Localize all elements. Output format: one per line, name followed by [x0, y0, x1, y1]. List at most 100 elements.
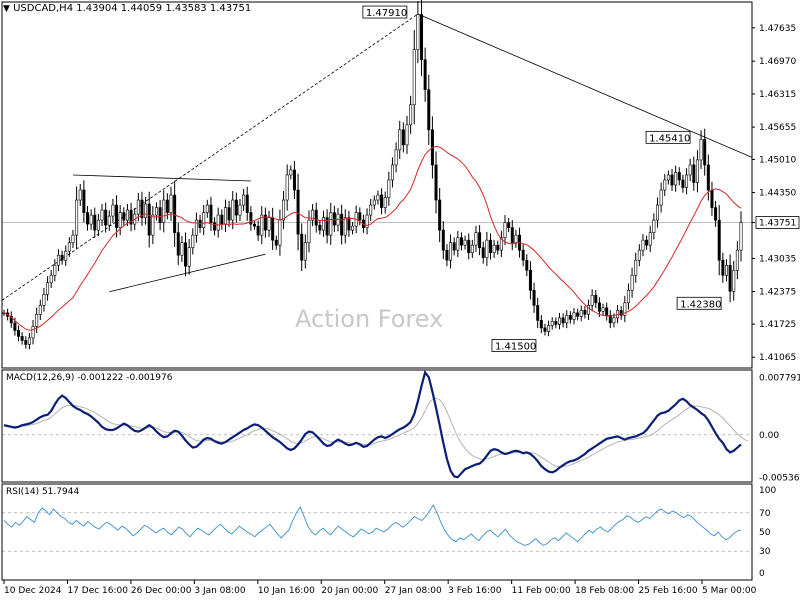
- candle-body: [321, 217, 325, 231]
- candle-body: [688, 164, 692, 176]
- candle-body: [176, 232, 180, 256]
- candle-body: [111, 204, 115, 217]
- candle-body: [227, 207, 231, 221]
- candle-body: [71, 234, 75, 243]
- candle-body: [60, 254, 64, 261]
- candle-body: [260, 214, 264, 236]
- candle-body: [158, 207, 162, 223]
- candle-body: [703, 139, 707, 166]
- candle-body: [282, 199, 286, 221]
- candle-body: [677, 172, 681, 181]
- label-feb-low: 1.41500: [495, 341, 536, 352]
- label-top: 1.47910: [366, 8, 407, 19]
- candle-body: [572, 312, 576, 320]
- rsi-panel-frame: [1, 483, 753, 581]
- triangle-lower-line: [109, 253, 266, 293]
- candle-body: [525, 259, 529, 271]
- candle-body: [583, 310, 587, 315]
- candle-body: [376, 194, 380, 201]
- candle-body: [594, 295, 598, 304]
- candle-body: [561, 317, 565, 324]
- candle-body: [630, 274, 634, 291]
- candle-body: [714, 207, 718, 221]
- candle-body: [64, 250, 68, 261]
- macd-value-box: [756, 428, 778, 441]
- candle-body: [692, 164, 696, 183]
- macd-title: MACD(12,26,9) -0.001222 -0.001976: [6, 373, 173, 383]
- candle-body: [216, 214, 220, 231]
- candle-body: [380, 194, 384, 208]
- candle-body: [681, 179, 685, 188]
- time-axis-label: 18 Feb 08:00: [575, 586, 634, 596]
- candle-body: [307, 219, 311, 243]
- candle-body: [205, 204, 209, 213]
- candle-body: [329, 212, 333, 236]
- candle-body: [38, 305, 42, 315]
- candle-body: [685, 174, 689, 188]
- candle-body: [409, 104, 413, 126]
- label-feb-low-box: [491, 339, 537, 352]
- candle-body: [452, 242, 456, 251]
- ohlc-values: 1.43904 1.44059 1.43583 1.43751: [76, 3, 252, 14]
- candle-body: [674, 172, 678, 186]
- candle-body: [173, 194, 177, 233]
- moving-average-line: [3, 145, 742, 331]
- candle-body: [601, 307, 605, 312]
- candle-body: [46, 282, 50, 295]
- candle-body: [706, 164, 710, 191]
- candle-body: [557, 317, 561, 325]
- candle-body: [17, 330, 21, 337]
- price-axis-label: 1.45655: [759, 123, 796, 133]
- candle-body: [724, 264, 728, 276]
- candle-body: [485, 239, 489, 258]
- candle-body: [86, 212, 90, 225]
- time-axis-label: 25 Feb 16:00: [639, 586, 698, 596]
- time-axis-label: 5 Mar 00:00: [702, 586, 757, 596]
- macd-axis-label: 0.00: [759, 431, 779, 441]
- candle-body: [695, 159, 699, 183]
- candle-body: [412, 49, 416, 106]
- candle-body: [122, 212, 126, 221]
- candle-body: [521, 249, 525, 261]
- candle-body: [194, 219, 198, 236]
- candle-body: [154, 207, 158, 216]
- candle-body: [263, 214, 267, 231]
- rsi-title: RSI(14) 51.7944: [6, 487, 80, 497]
- candle-body: [67, 242, 71, 252]
- candle-body: [125, 209, 129, 221]
- candle-body: [53, 264, 57, 276]
- label-feb-high: 1.45410: [649, 133, 690, 144]
- candle-body: [398, 129, 402, 151]
- candle-body: [405, 124, 409, 146]
- candle-body: [619, 310, 623, 316]
- candle-body: [496, 244, 500, 251]
- candle-body: [314, 209, 318, 226]
- label-feb-high-box: [645, 130, 691, 144]
- rsi-axis-label: 70: [759, 509, 771, 519]
- candle-body: [107, 215, 111, 226]
- candle-body: [202, 212, 206, 228]
- candle-body: [390, 164, 394, 181]
- candle-body: [49, 274, 53, 284]
- candle-body: [140, 199, 144, 218]
- candle-body: [587, 305, 591, 315]
- candle-body: [24, 340, 28, 345]
- price-panel: Action Forex 1.47635 1.46970 1.46315 1.45655…: [1, 0, 800, 363]
- candle-body: [285, 174, 289, 201]
- candle-body: [347, 217, 351, 231]
- candle-body: [311, 209, 315, 221]
- rsi-panel: 100 70 50 30 0: [2, 486, 776, 579]
- candle-body: [528, 269, 532, 291]
- candle-body: [144, 203, 148, 218]
- candle-body: [670, 174, 674, 186]
- candle-body: [456, 237, 460, 251]
- candle-body: [56, 254, 60, 266]
- triangle-upper-line: [72, 174, 251, 182]
- candle-body: [20, 336, 24, 341]
- candle-body: [162, 199, 166, 223]
- candle-body: [104, 209, 108, 226]
- time-axis-label: 10 Dec 2024: [4, 586, 62, 596]
- time-axis-label: 20 Jan 00:00: [321, 586, 378, 596]
- dropdown-triangle-icon[interactable]: ▼: [3, 4, 10, 14]
- candle-body: [147, 203, 151, 236]
